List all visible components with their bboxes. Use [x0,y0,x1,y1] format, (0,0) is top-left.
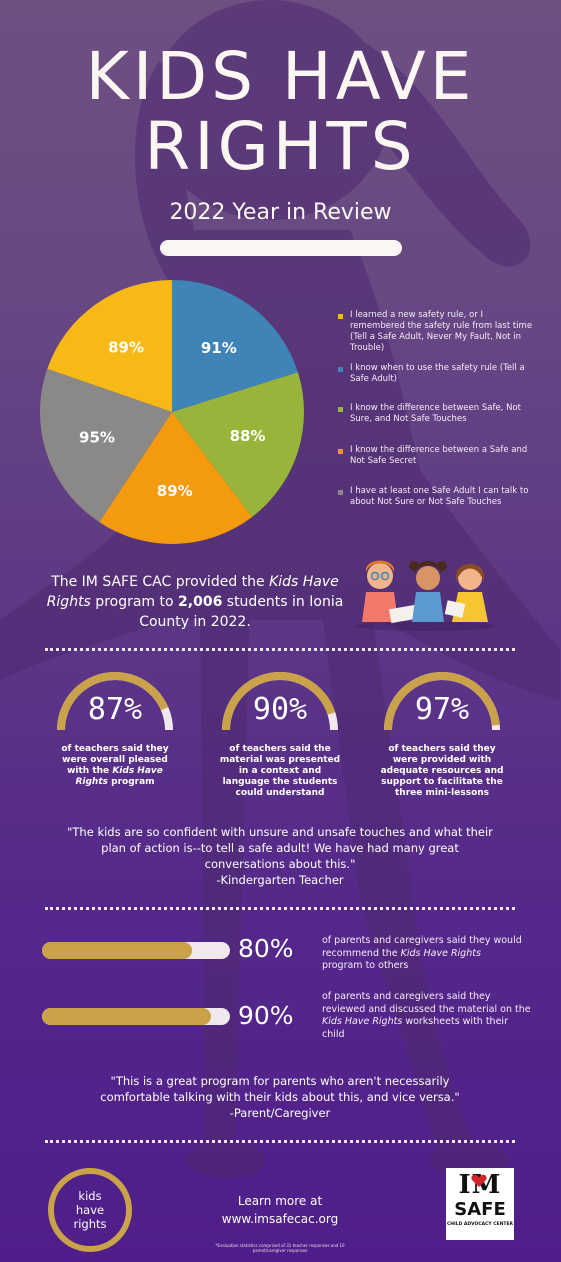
legend-swatch [338,367,343,372]
stat-percent: 87% [87,692,143,727]
legend-label: I know the difference between Safe, Not … [350,403,521,424]
heart-icon [471,1174,487,1187]
stat-caption: of teachers said the material was presen… [219,744,341,798]
stat-arc-gauge [384,672,500,731]
pie-chart: 91% 88% 89% 95% 89% [40,280,304,544]
logo-safe: SAFE [454,1199,506,1220]
caption-text: of parents and caregivers said they woul… [322,935,522,959]
pie-slice-label: 88% [230,427,266,445]
page-title-line2: RIGHTS [144,108,417,185]
quote-text: "The kids are so confident with unsure a… [67,825,493,871]
caption-text: program [108,777,155,787]
pie-slice-label: 89% [157,482,193,500]
evaluation-footnote: *Evaluation statistics comprised of 31 t… [215,1243,345,1253]
legend-label: I have at least one Safe Adult I can tal… [350,486,529,507]
quote-author: -Kindergarten Teacher [216,873,344,887]
legend-label: I know when to use the safety rule (Tell… [350,363,525,384]
legend-swatch [338,314,343,319]
quote-text: "This is a great program for parents who… [100,1074,460,1104]
legend-item: I know when to use the safety rule (Tell… [338,363,538,385]
page-subtitle: 2022 Year in Review [169,200,392,225]
pie-slice-label: 89% [108,338,144,356]
teacher-stat: 87% of teachers said they were overall p… [45,672,185,802]
legend-item: I know the difference between Safe, Not … [338,403,538,425]
legend-swatch [338,449,343,454]
pie-slice [40,368,172,523]
teacher-quote: "The kids are so confident with unsure a… [60,824,500,888]
pie-slice-label: 91% [201,339,237,357]
intro-paragraph: The IM SAFE CAC provided the Kids Have R… [40,572,350,632]
stat-caption: of teachers said they were provided with… [380,744,504,798]
stat-percent: 90% [252,692,308,727]
teacher-stat: 90% of teachers said the material was pr… [210,672,350,802]
stat-arc-gauge [222,672,338,731]
page-title-line1: KIDS HAVE [85,38,476,115]
quote-author: -Parent/Caregiver [229,1106,331,1120]
logo-subtitle: CHILD ADVOCACY CENTER [446,1222,514,1227]
legend-item: I know the difference between a Safe and… [338,445,538,467]
badge-text: have [75,1203,105,1217]
pie-slice [172,372,304,517]
legend-label: I learned a new safety rule, or I rememb… [350,310,533,353]
legend-label: I know the difference between a Safe and… [350,445,528,466]
stat-percent: 97% [414,692,470,727]
caption-text: of teachers said they were overall pleas… [61,744,169,776]
intro-text: program to [90,594,179,610]
badge-text: rights [73,1217,107,1231]
pie-slice [172,280,298,412]
kids-illustration [355,560,495,631]
legend-swatch [338,407,343,412]
student-count: 2,006 [178,594,223,610]
badge-text: kids [78,1189,102,1203]
pie-slice [99,412,253,544]
parent-stat-caption: of parents and caregivers said they woul… [322,935,522,973]
stat-arc-gauge [57,672,173,731]
legend-swatch [338,490,343,495]
learn-more: Learn more at www.imsafecac.org [210,1192,350,1228]
caption-italic: Kids Have Rights [322,1016,403,1027]
intro-text: students in Ionia County in 2022. [139,594,344,630]
program-name: Kids Have Rights [46,574,339,610]
im-safe-logo: IM SAFE CHILD ADVOCACY CENTER [446,1168,514,1240]
parent-stat-percent: 80% [238,934,294,963]
legend-item: I have at least one Safe Adult I can tal… [338,486,538,508]
teacher-stat: 97% of teachers said they were provided … [372,672,512,802]
intro-text: The IM SAFE CAC provided the [51,574,270,590]
learn-more-text: Learn more at [237,1194,323,1208]
kids-have-rights-badge: kids have rights [48,1168,132,1252]
caption-text: of parents and caregivers said they revi… [322,991,531,1015]
section-divider [45,1140,515,1143]
caption-italic: Kids Have Rights [400,947,481,959]
website-link[interactable]: www.imsafecac.org [221,1212,339,1226]
section-divider [45,907,515,910]
section-divider [45,648,515,651]
parent-stat-bar [42,1008,230,1025]
pie-slice [47,280,172,412]
parent-quote: "This is a great program for parents who… [100,1073,460,1121]
stat-caption: of teachers said they were overall pleas… [50,744,180,788]
parent-stat-caption: of parents and caregivers said they revi… [322,991,532,1041]
parent-stat-bar [42,942,230,959]
title-divider-pill [160,240,402,256]
legend-item: I learned a new safety rule, or I rememb… [338,310,538,354]
caption-text: program to others [322,960,409,971]
parent-stat-percent: 90% [238,1001,294,1030]
caption-text: worksheets with their child [322,1016,508,1040]
pie-slice-label: 95% [79,428,115,446]
bar-fill [42,942,193,959]
caption-italic: Kids Have Rights [75,766,163,787]
bar-fill [42,1008,212,1025]
